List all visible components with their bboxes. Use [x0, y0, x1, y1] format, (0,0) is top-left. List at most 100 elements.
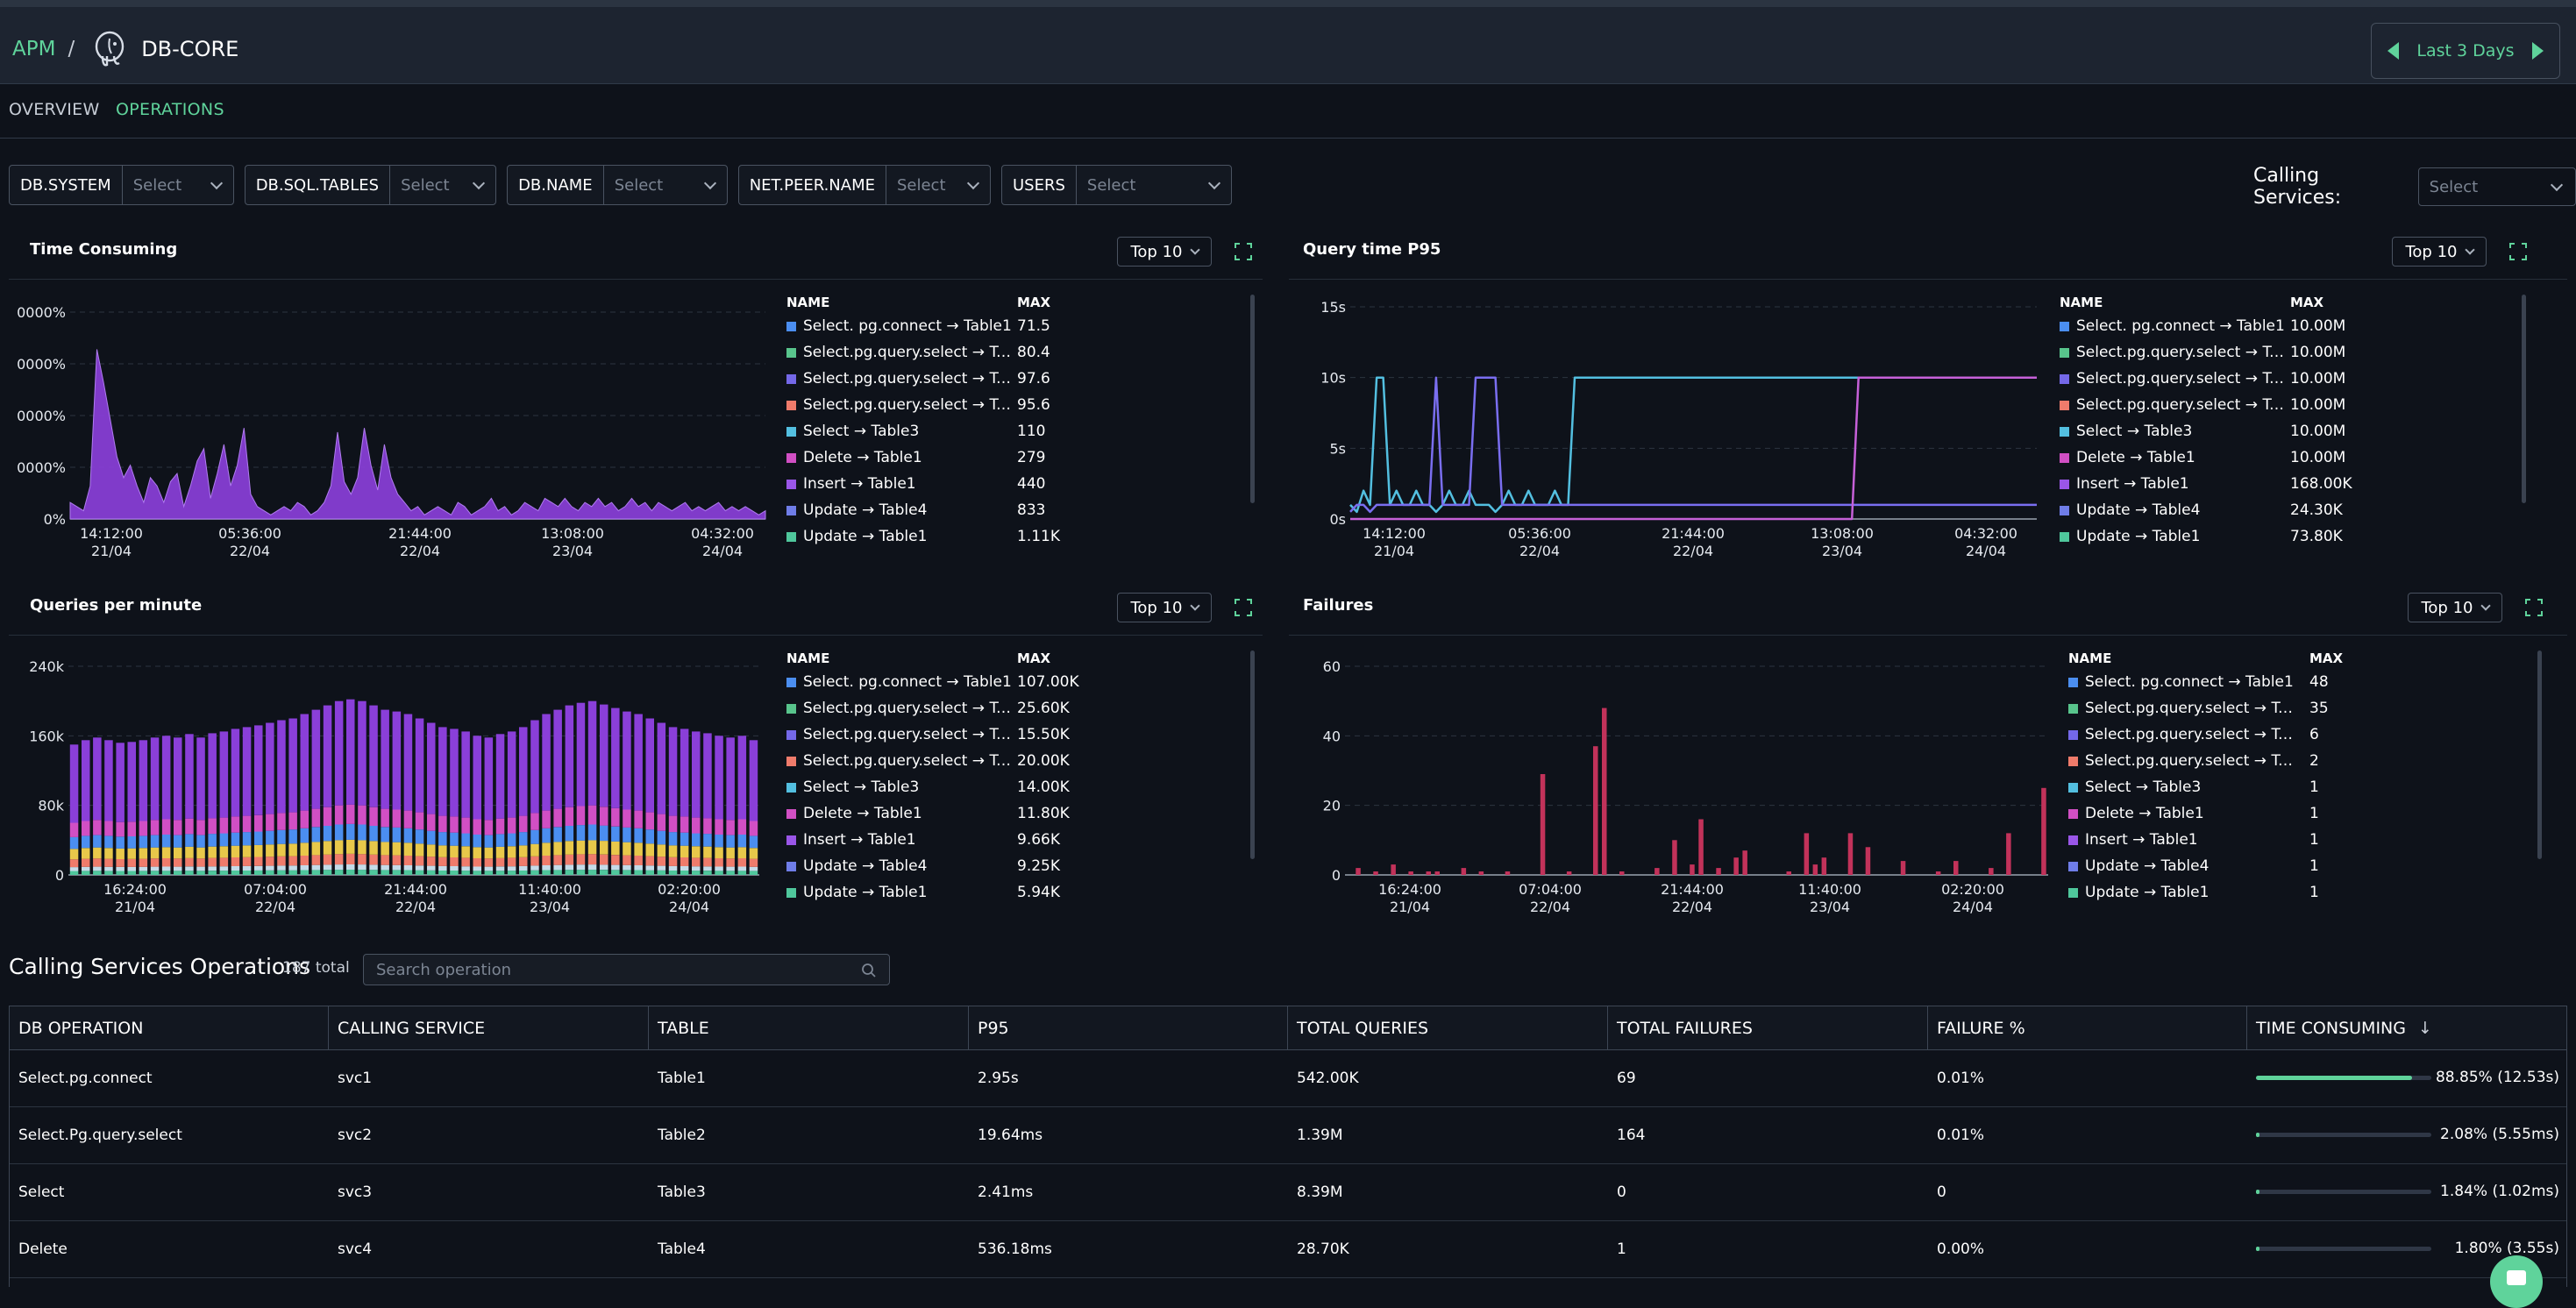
legend-item[interactable]: Select.pg.query.select → Table2 80.4: [780, 342, 1050, 363]
legend-item[interactable]: Update → Table1 1: [2062, 882, 2319, 903]
legend-item-max: 35: [2309, 700, 2329, 717]
stacked-bar-segment: [150, 820, 160, 835]
legend-item[interactable]: Select.pg.query.select → Table4 95.6: [780, 395, 1050, 416]
legend-item[interactable]: Delete → Table1 279: [780, 447, 1045, 468]
legend-item[interactable]: Select → Table3 110: [780, 421, 1045, 442]
legend-item[interactable]: Select.pg.query.select → Table4 20.00K: [780, 750, 1070, 771]
legend-item[interactable]: Select.pg.query.select → Table3 10.00M: [2053, 368, 2345, 389]
legend-item-name: Select.pg.query.select → Table3: [803, 370, 1012, 387]
stacked-bar-segment: [323, 870, 332, 875]
legend-item[interactable]: Update → Table4 833: [780, 500, 1045, 521]
time-range-picker[interactable]: Last 3 Days: [2371, 23, 2560, 79]
filter-select[interactable]: Select: [390, 166, 495, 204]
table-row[interactable]: Select svc3 Table3 2.41ms 8.39M 0 0 1.84% (1.02…: [10, 1164, 2566, 1221]
stacked-bar-segment: [427, 870, 436, 875]
column-header[interactable]: FAILURE %: [1928, 1006, 2247, 1050]
stacked-bar-segment: [703, 846, 712, 858]
legend-item[interactable]: Insert → Table1 168.00K: [2053, 473, 2352, 494]
legend-item[interactable]: Select. pg.connect → Table1 48: [2062, 672, 2329, 693]
stacked-bar-segment: [726, 871, 735, 875]
breadcrumb-apm-link[interactable]: APM: [12, 38, 56, 60]
legend-item[interactable]: Update → Table1 73.80K: [2053, 526, 2343, 547]
expand-icon[interactable]: [2525, 599, 2543, 616]
legend-item[interactable]: Update → Table4 24.30K: [2053, 500, 2343, 521]
column-header[interactable]: DB OPERATION: [10, 1006, 329, 1050]
filter-db-name[interactable]: DB.NAME Select: [507, 165, 728, 205]
legend-item[interactable]: Delete → Table1 10.00M: [2053, 447, 2345, 468]
column-header[interactable]: TIME CONSUMING ↓: [2247, 1006, 2566, 1050]
next-range-icon[interactable]: [2531, 42, 2544, 60]
legend-item[interactable]: Delete → Table1 11.80K: [780, 803, 1070, 824]
sort-desc-icon[interactable]: ↓: [2417, 1019, 2432, 1038]
stacked-bar-segment: [139, 866, 148, 871]
legend-item[interactable]: Insert → Table1 1: [2062, 829, 2319, 850]
legend-item[interactable]: Select.pg.query.select → Table4 2: [2062, 750, 2319, 771]
legend-item[interactable]: Select.pg.query.select → Table2 10.00M: [2053, 342, 2345, 363]
stacked-bar-segment: [82, 835, 90, 849]
legend-item[interactable]: Update → Table4 9.25K: [780, 856, 1060, 877]
top10-label: Top 10: [2421, 598, 2473, 617]
legend-item[interactable]: Select.pg.query.select → Table2 35: [2062, 698, 2329, 719]
legend-item[interactable]: Select → Table3 10.00M: [2053, 421, 2345, 442]
filter-db-system[interactable]: DB.SYSTEM Select: [9, 165, 234, 205]
legend-item[interactable]: Select. pg.connect → Table1 10.00M: [2053, 316, 2345, 337]
calling-services-select[interactable]: Select: [2417, 167, 2576, 206]
stacked-bar-segment: [703, 871, 712, 875]
legend-item[interactable]: Select. pg.connect → Table1 107.00K: [780, 672, 1079, 693]
filter-select[interactable]: Select: [123, 166, 233, 204]
chat-button[interactable]: [2490, 1255, 2543, 1308]
legend-item[interactable]: Select.pg.query.select → Table3 15.50K: [780, 724, 1070, 745]
legend-item[interactable]: Update → Table1 1.11K: [780, 526, 1060, 547]
filter-db-sql-tables[interactable]: DB.SQL.TABLES Select: [244, 165, 497, 205]
filter-users[interactable]: USERS Select: [1000, 165, 1232, 205]
stacked-bar-segment: [565, 841, 574, 855]
legend-item[interactable]: Delete → Table1 1: [2062, 803, 2319, 824]
column-header[interactable]: CALLING SERVICE: [329, 1006, 649, 1050]
expand-icon[interactable]: [1235, 243, 1252, 260]
legend-item[interactable]: Insert → Table1 440: [780, 473, 1045, 494]
column-header[interactable]: TOTAL QUERIES: [1288, 1006, 1608, 1050]
legend-item[interactable]: Insert → Table1 9.66K: [780, 829, 1060, 850]
legend-item[interactable]: Select → Table3 14.00K: [780, 777, 1070, 798]
stacked-bar-segment: [196, 858, 205, 867]
tab-overview[interactable]: OVERVIEW: [9, 100, 100, 119]
stacked-bar-segment: [587, 854, 597, 865]
column-header[interactable]: P95: [969, 1006, 1288, 1050]
column-header[interactable]: TOTAL FAILURES: [1608, 1006, 1928, 1050]
top10-button[interactable]: Top 10: [2408, 593, 2502, 622]
top10-button[interactable]: Top 10: [1117, 237, 1212, 267]
top10-button[interactable]: Top 10: [2392, 237, 2487, 267]
legend-item[interactable]: Select.pg.query.select → Table3 97.6: [780, 368, 1050, 389]
legend-item[interactable]: Select.pg.query.select → Table3 6: [2062, 724, 2319, 745]
time-range-label[interactable]: Last 3 Days: [2416, 41, 2515, 60]
legend-item[interactable]: Update → Table1 5.94K: [780, 882, 1060, 903]
legend-item[interactable]: Update → Table4 1: [2062, 856, 2319, 877]
legend-item[interactable]: Select → Table3 1: [2062, 777, 2319, 798]
legend-item[interactable]: Select.pg.query.select → Table2 25.60K: [780, 698, 1070, 719]
top10-button[interactable]: Top 10: [1117, 593, 1212, 622]
expand-icon[interactable]: [2509, 243, 2527, 260]
legend-scrollbar[interactable]: [2537, 650, 2542, 859]
filter-select[interactable]: Select: [886, 166, 990, 204]
legend-scrollbar[interactable]: [1250, 295, 1255, 503]
legend-scrollbar[interactable]: [2522, 295, 2526, 503]
legend-item[interactable]: Select. pg.connect → Table1 71.5: [780, 316, 1050, 337]
legend-item-max: 168.00K: [2290, 475, 2352, 493]
table-row[interactable]: Delete svc4 Table4 536.18ms 28.70K 1 0.00% 1.80…: [10, 1221, 2566, 1278]
filter-select[interactable]: Select: [1077, 166, 1231, 204]
search-operation-input[interactable]: Search operation: [363, 954, 890, 985]
stacked-bar-segment: [415, 856, 424, 866]
legend-item[interactable]: Select.pg.query.select → Table4 10.00M: [2053, 395, 2345, 416]
filter-net-peer-name[interactable]: NET.PEER.NAME Select: [737, 165, 991, 205]
stacked-bar-segment: [242, 815, 252, 833]
prev-range-icon[interactable]: [2387, 42, 2399, 60]
table-row[interactable]: Select.pg.connect svc1 Table1 2.95s 542.00K 6…: [10, 1050, 2566, 1107]
filter-select[interactable]: Select: [604, 166, 727, 204]
legend-scrollbar[interactable]: [1250, 650, 1255, 859]
expand-icon[interactable]: [1235, 599, 1252, 616]
legend-item-name: Update → Table1: [2085, 884, 2210, 901]
tab-operations[interactable]: OPERATIONS: [116, 100, 224, 119]
stacked-bar-segment: [461, 731, 470, 818]
column-header[interactable]: TABLE: [649, 1006, 969, 1050]
table-row[interactable]: Select.Pg.query.select svc2 Table2 19.64ms 1…: [10, 1107, 2566, 1164]
